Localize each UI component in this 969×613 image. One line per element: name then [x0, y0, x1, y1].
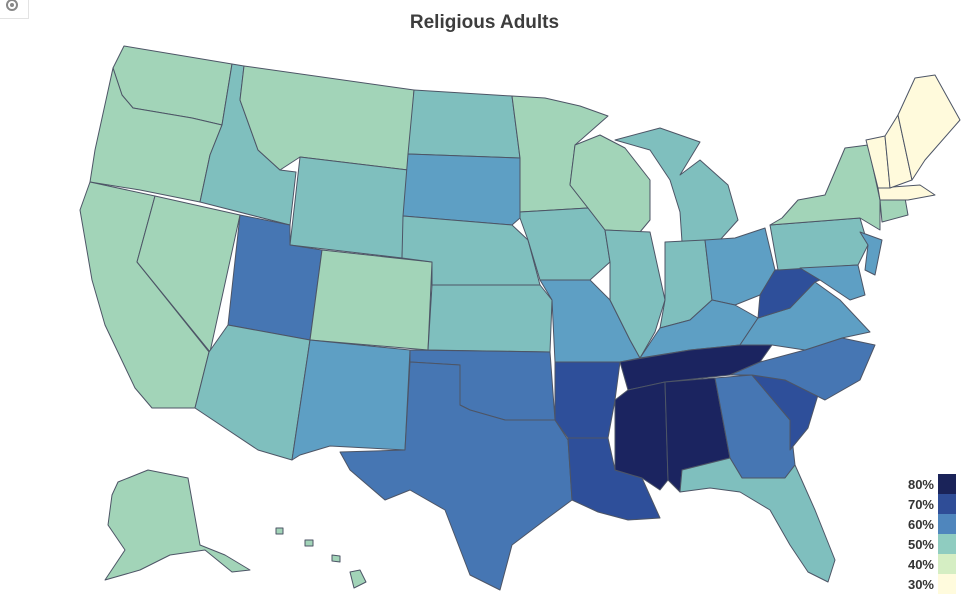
state-hawaii-oahu[interactable] — [304, 539, 314, 547]
legend-label: 40% — [907, 557, 934, 572]
legend-swatch — [938, 474, 956, 494]
legend-label: 50% — [907, 537, 934, 552]
state-louisiana[interactable] — [567, 437, 661, 521]
state-connecticut[interactable] — [879, 197, 909, 223]
legend-swatch — [938, 514, 956, 534]
state-michigan[interactable] — [614, 127, 739, 243]
state-alaska[interactable] — [104, 469, 251, 581]
legend-item[interactable]: 60% — [892, 514, 962, 534]
state-maine[interactable] — [897, 74, 961, 181]
legend-swatch — [938, 554, 956, 574]
state-kansas[interactable] — [427, 284, 553, 353]
legend-label: 60% — [907, 517, 934, 532]
state-montana[interactable] — [239, 65, 415, 171]
state-colorado[interactable] — [309, 249, 433, 351]
state-florida[interactable] — [679, 457, 836, 583]
legend-label: 30% — [907, 577, 934, 592]
state-wisconsin[interactable] — [569, 134, 651, 233]
state-hawaii-kauai[interactable] — [275, 527, 284, 535]
state-maryland[interactable] — [799, 264, 866, 301]
legend-swatch — [938, 574, 956, 594]
state-north-dakota[interactable] — [407, 89, 521, 159]
legend-swatch — [938, 534, 956, 554]
legend-swatch — [938, 494, 956, 514]
legend-item[interactable]: 70% — [892, 494, 962, 514]
legend-item[interactable]: 40% — [892, 554, 962, 574]
state-hawaii[interactable] — [349, 569, 367, 589]
state-arkansas[interactable] — [554, 361, 621, 439]
legend-item[interactable]: 50% — [892, 534, 962, 554]
settings-button[interactable] — [0, 0, 29, 19]
state-pennsylvania[interactable] — [769, 217, 869, 271]
state-new-mexico[interactable] — [291, 339, 411, 461]
gear-icon — [6, 0, 18, 11]
state-texas[interactable] — [339, 361, 573, 591]
legend: 80% 70% 60% 50% 40% 30% — [892, 474, 962, 594]
map-title: Religious Adults — [409, 12, 560, 33]
state-arizona[interactable] — [194, 324, 311, 461]
legend-item[interactable]: 80% — [892, 474, 962, 494]
legend-item[interactable]: 30% — [892, 574, 962, 594]
state-hawaii-maui[interactable] — [331, 554, 341, 563]
state-new-jersey[interactable] — [859, 231, 883, 276]
state-wyoming[interactable] — [289, 156, 409, 259]
state-new-york[interactable] — [769, 144, 881, 231]
state-south-dakota[interactable] — [402, 153, 521, 226]
legend-label: 80% — [907, 477, 934, 492]
state-massachusetts[interactable] — [877, 184, 936, 201]
legend-label: 70% — [907, 497, 934, 512]
